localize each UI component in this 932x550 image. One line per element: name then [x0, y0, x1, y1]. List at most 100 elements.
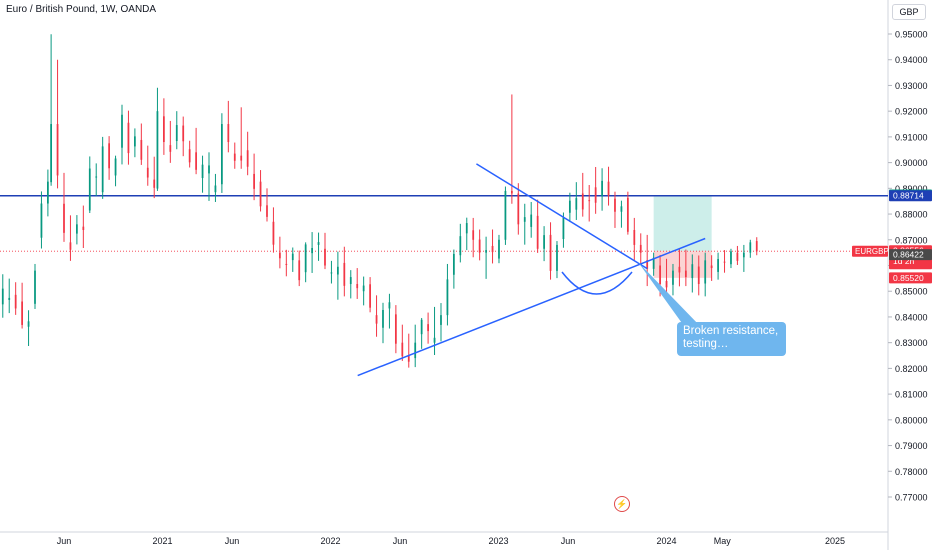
candle-body	[40, 203, 43, 238]
candle-body	[723, 261, 726, 263]
candle-body	[63, 203, 65, 233]
y-tick-label: 0.82000	[895, 364, 928, 374]
note-pointer	[638, 262, 700, 326]
y-tick-label: 0.77000	[895, 493, 928, 503]
trendline-descending	[476, 163, 648, 270]
candle-body	[633, 230, 636, 245]
candle-body	[543, 235, 545, 249]
candle-body	[27, 321, 30, 327]
price-tag-label: 0.86422	[893, 250, 924, 260]
y-tick-label: 0.91000	[895, 132, 928, 142]
candle-body	[240, 155, 243, 161]
candle-body	[414, 342, 417, 359]
y-tick-label: 0.90000	[895, 158, 928, 168]
take-profit-zone	[653, 195, 712, 252]
candle-body	[227, 124, 230, 143]
candle-body	[742, 252, 745, 258]
candle-body	[88, 168, 91, 211]
candle-body	[156, 111, 159, 189]
candle-body	[646, 260, 649, 269]
y-tick-label: 0.93000	[895, 81, 928, 91]
candle-body	[220, 124, 223, 185]
candle-body	[394, 314, 397, 344]
candle-body	[259, 181, 262, 207]
candle-body	[169, 145, 172, 152]
candle-body	[214, 185, 217, 193]
candle-body	[485, 250, 487, 253]
x-tick-label: 2025	[825, 536, 845, 546]
candle-body	[730, 251, 732, 265]
candle-body	[652, 257, 655, 269]
y-tick-label: 0.92000	[895, 107, 928, 117]
candle-body	[465, 223, 468, 234]
candle-body	[536, 215, 539, 249]
candle-body	[298, 260, 301, 281]
candle-body	[34, 270, 36, 304]
candle-body	[710, 265, 713, 269]
candle-body	[76, 224, 78, 234]
candle-body	[114, 158, 117, 176]
candle-body	[594, 187, 597, 203]
candle-body	[317, 242, 320, 245]
candle-body	[659, 265, 661, 285]
candle-body	[278, 252, 281, 259]
candle-body	[1, 288, 4, 305]
candle-body	[343, 262, 346, 286]
price-tag-label: 0.88714	[893, 191, 924, 201]
x-tick-label: Jun	[57, 536, 72, 546]
price-tag-label: 0.85520	[893, 273, 924, 283]
candle-body	[388, 302, 391, 309]
x-tick-label: Jun	[561, 536, 576, 546]
candle-body	[175, 125, 178, 142]
symbol-tag-bg	[852, 245, 888, 257]
candle-body	[704, 260, 707, 284]
candle-body	[311, 248, 313, 254]
candle-body	[588, 200, 591, 202]
candle-body	[246, 150, 249, 167]
candle-body	[233, 153, 236, 161]
candle-body	[369, 284, 371, 308]
candle-body	[285, 263, 288, 265]
candle-body	[568, 200, 571, 213]
candle-body	[121, 114, 123, 148]
candle-body	[420, 319, 423, 335]
candle-body	[195, 152, 197, 170]
candle-body	[21, 301, 23, 325]
currency-button[interactable]: GBP	[892, 4, 926, 20]
flash-icon[interactable]: ⚡	[614, 496, 630, 512]
candle-body	[440, 315, 442, 325]
candle-body	[336, 266, 339, 275]
price-tag-bg	[889, 249, 932, 261]
candle-body	[382, 309, 384, 328]
candle-body	[427, 324, 429, 332]
y-tick-label: 0.88000	[895, 210, 928, 220]
candle-body	[614, 198, 616, 212]
candle-body	[69, 242, 72, 250]
candle-body	[684, 270, 687, 278]
candle-body	[349, 277, 352, 285]
candle-body	[362, 285, 365, 292]
candle-body	[401, 342, 404, 357]
candle-body	[491, 245, 494, 253]
x-tick-label: Jun	[225, 536, 240, 546]
candle-body	[517, 193, 520, 225]
y-tick-label: 0.79000	[895, 441, 928, 451]
candle-body	[626, 197, 629, 232]
x-tick-label: 2023	[489, 536, 509, 546]
candle-body	[510, 190, 513, 194]
price-tag-countdown: 1d 2h	[893, 256, 915, 266]
candle-body	[95, 176, 98, 178]
x-tick-label: 2021	[152, 536, 172, 546]
candle-body	[665, 280, 668, 288]
candle-body	[253, 173, 255, 189]
candle-body	[607, 181, 610, 196]
candle-body	[108, 143, 110, 169]
y-tick-label: 0.94000	[895, 55, 928, 65]
candle-body	[133, 136, 136, 147]
y-tick-label: 0.83000	[895, 338, 928, 348]
note-callout[interactable]: Broken resistance, testing…	[677, 322, 786, 356]
candle-body	[82, 226, 85, 231]
candle-body	[452, 253, 455, 275]
